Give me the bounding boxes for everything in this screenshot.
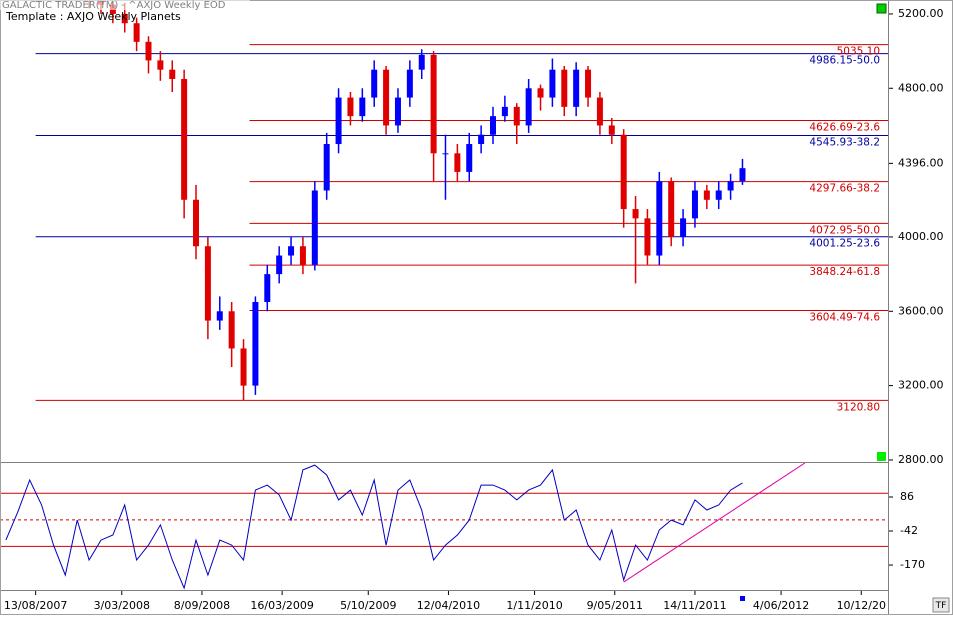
candle-body (193, 199, 200, 247)
candle-body (537, 88, 544, 98)
level-label: 3120.80 (837, 401, 880, 413)
x-tick-label: 10/12/20 (837, 599, 886, 612)
y-tick-label: 2800.00 (898, 453, 944, 466)
candle-body (371, 69, 378, 98)
candle-body (727, 181, 734, 191)
x-tick-label: 8/09/2008 (174, 599, 230, 612)
candle-body (596, 97, 603, 126)
candle-body (466, 144, 473, 172)
candle-body (490, 116, 497, 135)
candle-body (335, 97, 342, 145)
candle-body (311, 190, 318, 265)
candle-body (620, 134, 627, 210)
candle-body (454, 153, 461, 172)
candle-body (299, 246, 306, 265)
candle-body (478, 134, 485, 145)
panel-marker[interactable] (876, 3, 887, 14)
candle-body (359, 97, 366, 117)
y-tick-label: 4000.00 (898, 230, 944, 243)
candle-body (394, 97, 401, 126)
level-label: 5035.10 (837, 46, 880, 58)
oscillator-panel (0, 463, 888, 590)
candle-body (668, 181, 675, 237)
x-tick-label: 12/04/2010 (417, 599, 480, 612)
scroll-marker[interactable] (740, 596, 745, 601)
candle-body (513, 106, 520, 126)
y-tick-label: 4800.00 (898, 81, 944, 94)
x-tick-label: 9/05/2011 (587, 599, 643, 612)
level-label: 4986.15-50.0 (809, 55, 880, 67)
candle-body (680, 218, 687, 237)
tf-button[interactable] (932, 597, 950, 613)
candle-body (145, 41, 152, 61)
candle-body (656, 181, 663, 256)
x-tick-label: 1/11/2010 (506, 599, 562, 612)
level-label: 4545.93-38.2 (809, 136, 880, 148)
candle-body (252, 301, 259, 386)
candle-body (501, 106, 508, 117)
chart-title: GALACTIC TRADER(TM) - ^AXJO Weekly EOD (2, 0, 226, 11)
y-tick-label: 86 (900, 490, 914, 503)
oscillator-line (5, 464, 743, 590)
y-tick-label: 5200.00 (898, 7, 944, 20)
candle-body (276, 255, 283, 275)
candle-body (608, 125, 615, 135)
candle-body (228, 311, 235, 349)
y-tick-label: -42 (900, 524, 918, 537)
level-label: 4626.69-23.6 (809, 121, 880, 133)
x-tick-label: 13/08/2007 (4, 599, 67, 612)
candle-body (169, 69, 176, 79)
candle-body (204, 246, 211, 321)
candle-body (430, 54, 437, 154)
candle-body (133, 23, 140, 42)
candle-body (739, 168, 746, 182)
panel-marker[interactable] (877, 452, 886, 461)
level-label: 3604.49-74.6 (809, 311, 880, 323)
y-tick-label: -170 (900, 558, 925, 571)
tf-button-label[interactable]: TF (935, 601, 947, 611)
candle-body (442, 153, 449, 155)
candle-body (691, 190, 698, 219)
candle-body (157, 60, 164, 70)
candle-body (715, 190, 722, 200)
title-backdrop (0, 0, 250, 10)
candle-body (383, 69, 390, 126)
candle-body (216, 311, 223, 321)
candle-body (181, 78, 188, 200)
candle-body (632, 209, 639, 219)
x-tick-label: 14/11/2011 (663, 599, 726, 612)
candle-body (585, 69, 592, 98)
candle-body (703, 190, 710, 200)
candle-body (644, 218, 651, 256)
level-label: 4001.25-23.6 (809, 238, 880, 250)
level-label: 3848.24-61.8 (809, 266, 880, 278)
x-tick-label: 3/03/2008 (94, 599, 150, 612)
x-tick-label: 16/03/2009 (250, 599, 313, 612)
level-label: 4297.66-38.2 (809, 183, 880, 195)
candle-body (121, 13, 128, 24)
x-tick-label: 5/10/2009 (340, 599, 396, 612)
candle-body (561, 69, 568, 107)
candle-body (240, 348, 247, 386)
candle-body (525, 88, 532, 126)
y-tick-label: 3200.00 (898, 379, 944, 392)
candle-body (347, 97, 354, 117)
candle-body (288, 246, 295, 256)
candle-body (573, 69, 580, 107)
candle-body (418, 54, 425, 70)
y-tick-label: 4396.00 (898, 156, 944, 169)
y-tick-label: 3600.00 (898, 304, 944, 317)
level-label: 4072.95-50.0 (809, 224, 880, 236)
chart-subtitle: Template : AXJO Weekly Planets (5, 10, 181, 23)
candle-body (406, 69, 413, 98)
candle-body (549, 69, 556, 98)
x-tick-label: 4/06/2012 (753, 599, 809, 612)
candle-body (323, 144, 330, 191)
candle-body (264, 274, 271, 302)
trend-line (623, 463, 806, 583)
